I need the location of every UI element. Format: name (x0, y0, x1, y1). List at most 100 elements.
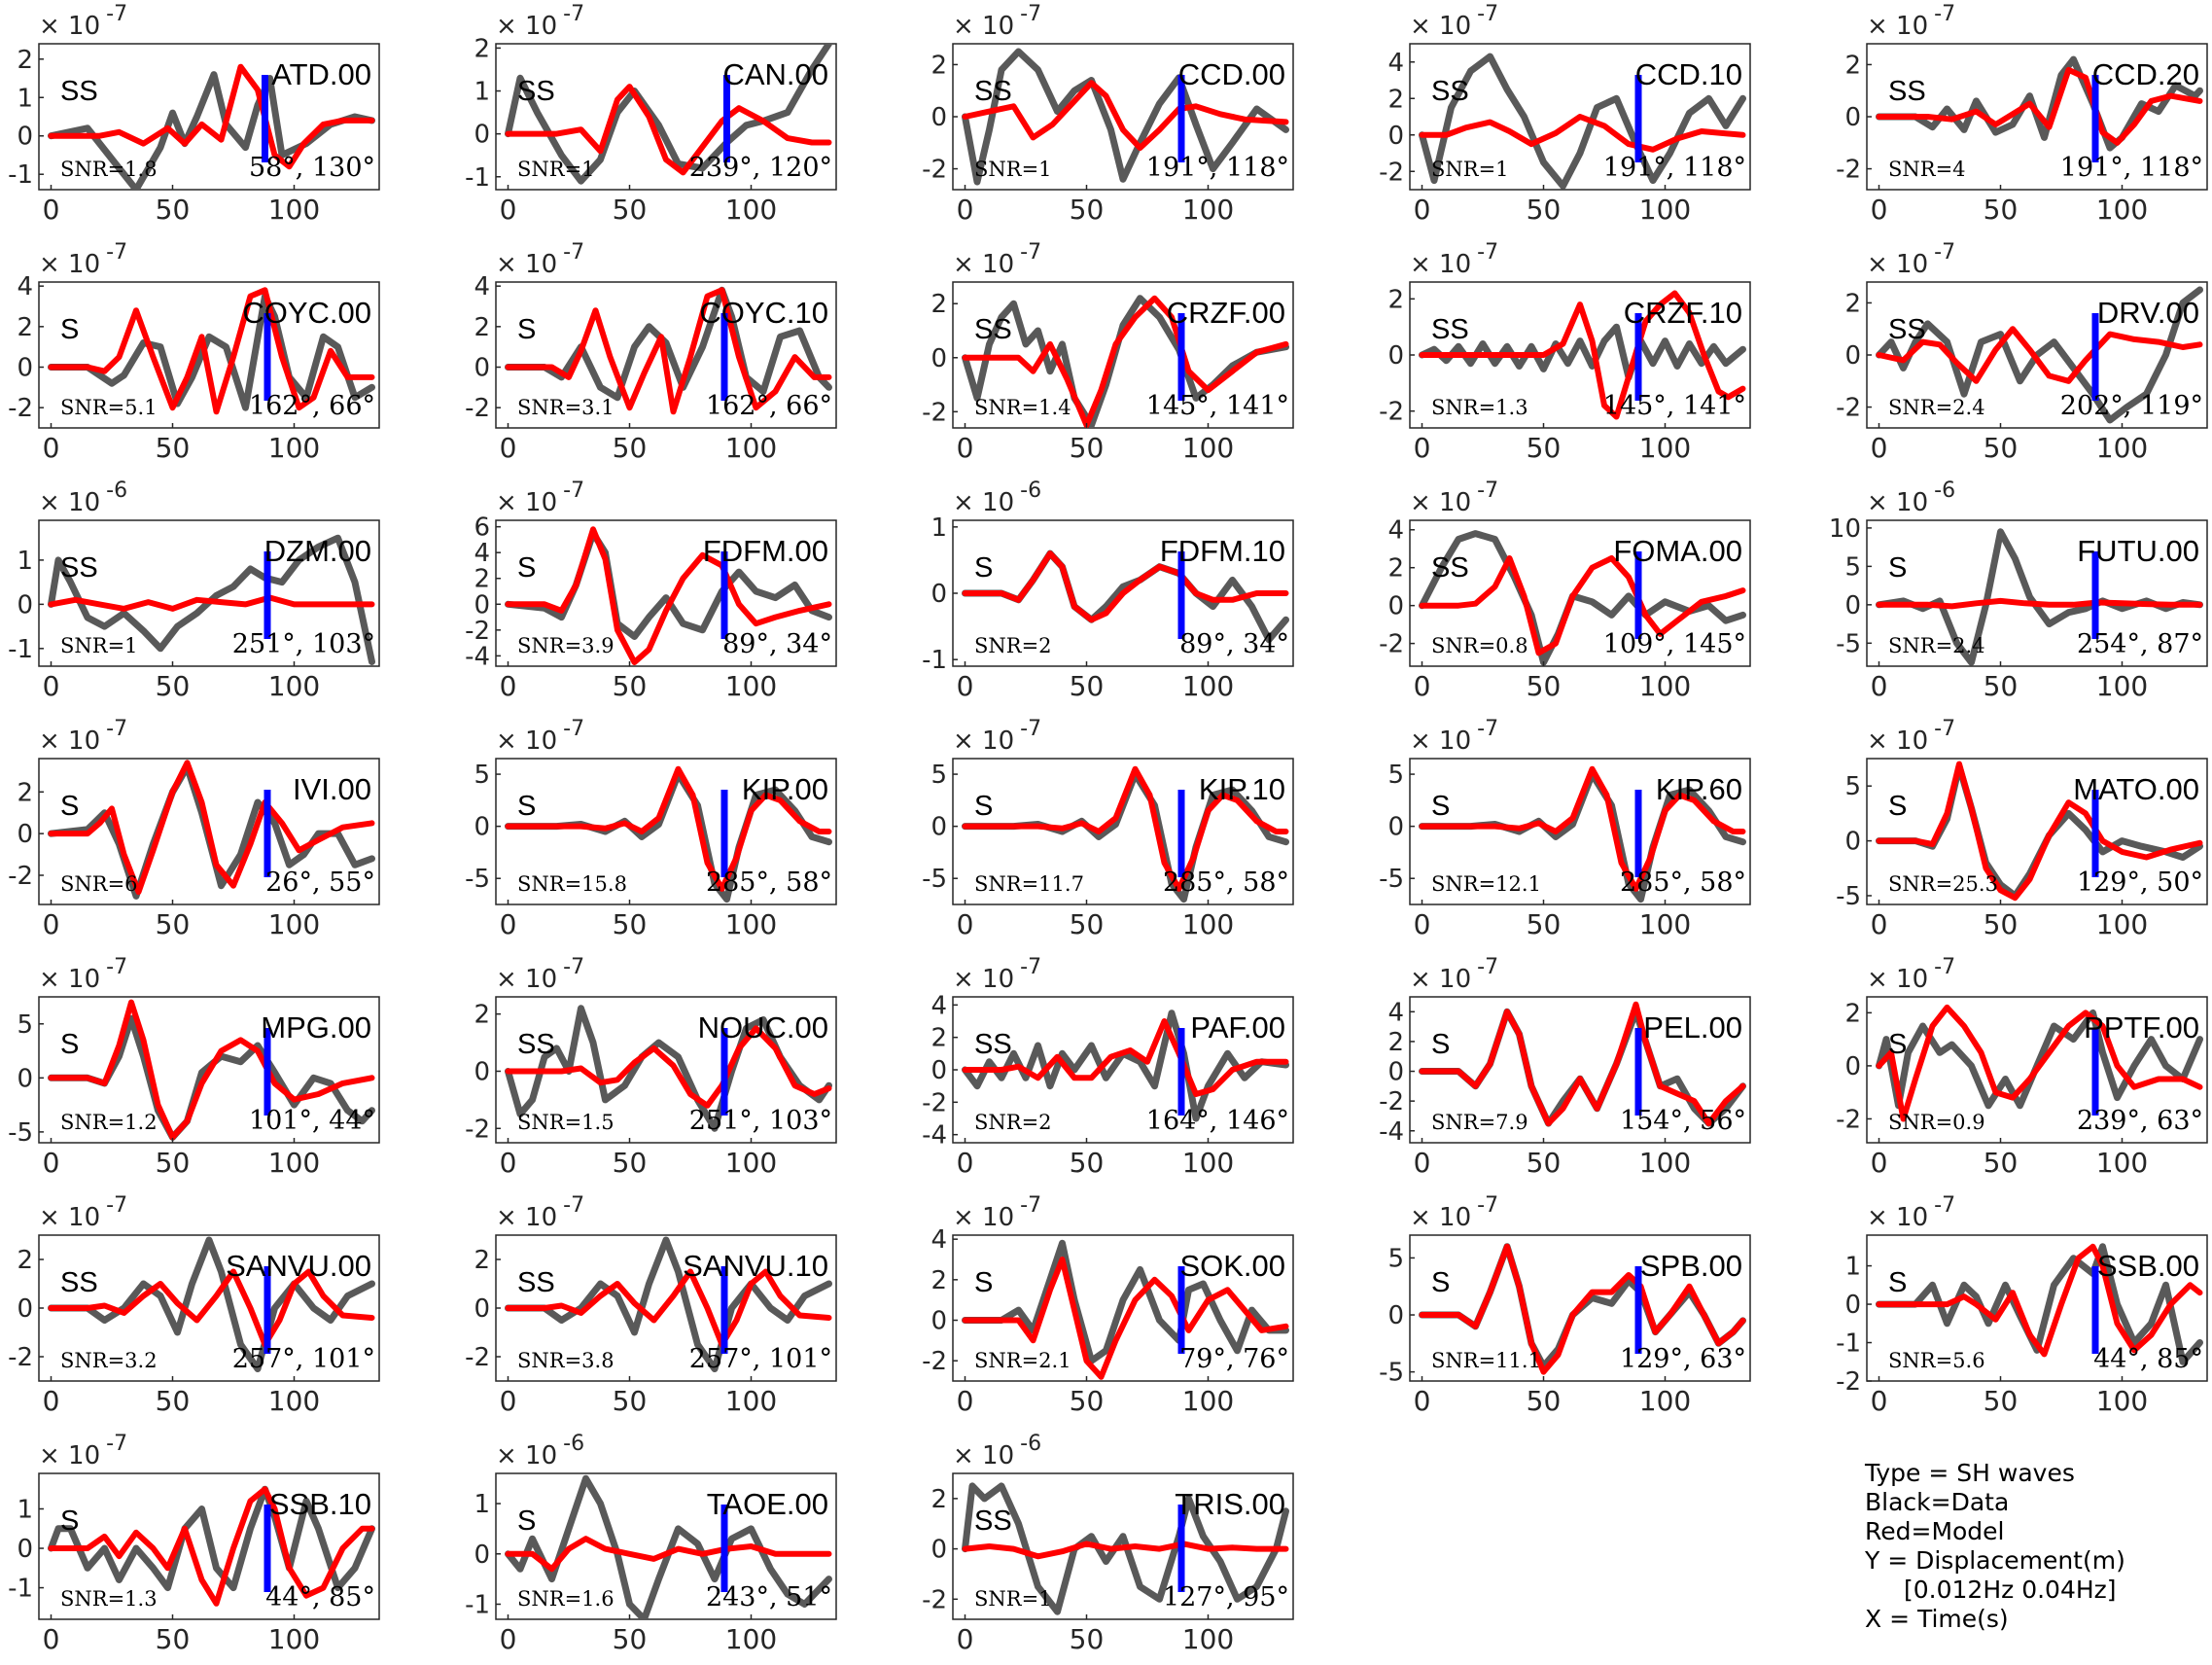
y-tick-label: 1 (17, 1495, 33, 1524)
model-trace (1876, 597, 2203, 610)
y-tick-label: 2 (1387, 1028, 1404, 1057)
y-tick-label: 0 (930, 580, 947, 609)
station-label: SPB.00 (1640, 1249, 1742, 1283)
axes-frame (1866, 519, 2208, 667)
x-tick-label: 0 (1414, 432, 1431, 464)
x-tick-label: 100 (1639, 194, 1691, 226)
model-trace (48, 1268, 375, 1348)
y-tick-label: 2 (474, 313, 490, 342)
y-tick-label: 4 (1387, 998, 1404, 1027)
y-tick-label: 4 (930, 991, 947, 1020)
exponent-label: × 10 -7 (39, 1432, 127, 1470)
y-tick-label: -4 (922, 1121, 947, 1151)
model-trace (505, 526, 832, 665)
y-tick-label: 2 (17, 1246, 33, 1275)
azimuth-angle-label: 127°, 95° (1163, 1582, 1289, 1612)
exponent-label: × 10 -7 (496, 478, 584, 517)
snr-label: SNR=15.8 (517, 872, 627, 896)
x-tick-label: 0 (500, 194, 517, 226)
y-tick-label: 0 (1844, 1291, 1861, 1320)
station-label: PEL.00 (1643, 1010, 1742, 1045)
y-tick-label: 0 (1387, 122, 1404, 151)
data-trace (505, 44, 832, 185)
x-tick-label: 0 (957, 670, 974, 702)
x-tick-label: 50 (1984, 670, 2019, 702)
y-tick-label: -2 (8, 394, 33, 423)
y-tick-label: -1 (8, 160, 33, 190)
station-label: CCD.10 (1635, 57, 1742, 91)
data-trace (1419, 53, 1746, 190)
y-tick-label: 0 (17, 354, 33, 383)
x-tick-label: 100 (2096, 670, 2148, 702)
x-tick-label: 100 (2096, 908, 2148, 940)
exponent-label: × 10 -7 (953, 2, 1041, 41)
x-tick-label: 50 (613, 908, 648, 940)
azimuth-angle-label: 145°, 141° (1146, 391, 1289, 421)
x-tick-label: 0 (957, 432, 974, 464)
station-label: DRV.00 (2097, 296, 2199, 330)
axes-frame (495, 1472, 837, 1620)
panel-taoe-00: 0 50 100 -1 0 1× 10 -6 TAOE.00 S SNR=1.6 243°, 51° (465, 1432, 837, 1655)
y-tick-label: 0 (474, 590, 490, 620)
azimuth-angle-label: 145°, 141° (1603, 391, 1746, 421)
y-tick-label: 0 (1387, 1058, 1404, 1087)
y-tick-label: -2 (465, 617, 490, 646)
station-label: KIP.10 (1199, 772, 1285, 806)
y-tick-label: 0 (1387, 1301, 1404, 1330)
exponent-label: × 10 -7 (496, 955, 584, 994)
x-tick-label: 100 (2096, 194, 2148, 226)
x-tick-label: 0 (500, 1623, 517, 1655)
x-tick-label: 100 (725, 432, 777, 464)
snr-label: SNR=6 (60, 872, 138, 896)
y-tick-label: 0 (1844, 341, 1861, 371)
panel-foma-00: 0 50 100 -2 0 2 4× 10 -7 FOMA.00 SS SNR=0.8 109°, 1… (1379, 478, 1751, 702)
axes-frame (495, 43, 837, 191)
axes-frame (38, 1472, 380, 1620)
azimuth-angle-label: 257°, 101° (232, 1344, 375, 1374)
x-tick-label: 100 (1182, 194, 1234, 226)
exponent-label: × 10 -7 (1410, 2, 1498, 41)
x-tick-label: 100 (725, 1147, 777, 1179)
axes-frame (1866, 758, 2208, 905)
x-tick-label: 0 (43, 1385, 60, 1417)
y-tick-label: -1 (465, 1590, 490, 1619)
axes-frame (495, 758, 837, 905)
x-tick-label: 0 (43, 908, 60, 940)
panel-atd-00: 0 50 100 -1 0 1 2× 10 -7 ATD.00 SS SNR=1.8 58°, 130… (8, 2, 380, 226)
phase-label: SS (517, 76, 555, 107)
azimuth-angle-label: 101°, 44° (249, 1106, 375, 1136)
exponent-label: × 10 -7 (1410, 1193, 1498, 1232)
y-tick-label: 2 (1844, 999, 1861, 1028)
x-tick-label: 50 (1070, 1147, 1105, 1179)
exponent-label: × 10 -7 (953, 1193, 1041, 1232)
x-tick-label: 50 (613, 1385, 648, 1417)
azimuth-angle-label: 79°, 76° (1179, 1344, 1289, 1374)
y-tick-label: 0 (930, 813, 947, 842)
panel-coyc-00: 0 50 100 -2 0 2 4× 10 -7 COYC.00 S SNR=5.1 162°, 66… (8, 240, 380, 464)
y-tick-label: -5 (1379, 1359, 1404, 1388)
x-tick-label: 100 (1182, 670, 1234, 702)
station-label: SANVU.10 (683, 1249, 828, 1283)
y-tick-label: 0 (474, 813, 490, 842)
x-tick-label: 100 (725, 1385, 777, 1417)
model-trace (962, 550, 1289, 623)
x-tick-label: 50 (613, 670, 648, 702)
y-tick-label: 0 (930, 344, 947, 373)
y-tick-label: 6 (474, 514, 490, 543)
phase-label: SS (974, 1029, 1012, 1060)
x-tick-label: 100 (725, 194, 777, 226)
y-tick-label: -2 (922, 156, 947, 185)
phase-label: SS (1431, 552, 1469, 584)
azimuth-angle-label: 154°, 56° (1620, 1106, 1746, 1136)
azimuth-angle-label: 164°, 146° (1146, 1106, 1289, 1136)
exponent-label: × 10 -7 (953, 717, 1041, 756)
exponent-label: × 10 -6 (39, 478, 127, 517)
x-tick-label: 0 (500, 432, 517, 464)
y-tick-label: 5 (930, 761, 947, 790)
exponent-label: × 10 -7 (1867, 717, 1955, 756)
phase-label: SS (1431, 314, 1469, 345)
legend-y-label: Y = Displacement(m) (1865, 1546, 2125, 1575)
y-tick-label: -2 (922, 1088, 947, 1117)
azimuth-angle-label: 44°, 85° (265, 1582, 375, 1612)
model-trace (505, 287, 832, 415)
